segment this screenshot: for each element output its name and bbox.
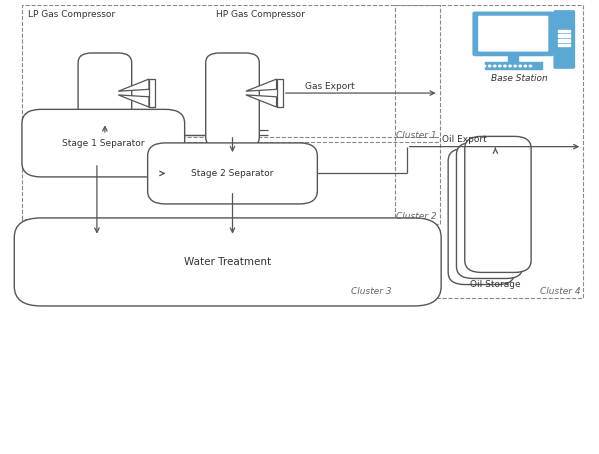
Bar: [22, 219, 395, 298]
Circle shape: [483, 65, 486, 67]
Text: Water Treatment: Water Treatment: [184, 257, 271, 267]
Polygon shape: [118, 95, 149, 107]
Text: Cluster 2: Cluster 2: [396, 212, 437, 221]
Text: LP Gas Compressor: LP Gas Compressor: [28, 10, 116, 19]
Text: Oil Storage: Oil Storage: [470, 280, 521, 289]
Circle shape: [514, 65, 516, 67]
Circle shape: [509, 65, 511, 67]
Circle shape: [494, 65, 496, 67]
Polygon shape: [246, 79, 277, 91]
Bar: [395, 5, 583, 298]
Text: Cluster 3: Cluster 3: [352, 287, 392, 296]
Text: Oil Export: Oil Export: [442, 135, 486, 144]
Bar: [558, 30, 570, 33]
Circle shape: [530, 65, 532, 67]
Bar: [558, 35, 570, 37]
FancyBboxPatch shape: [22, 109, 184, 177]
Polygon shape: [246, 95, 277, 107]
FancyBboxPatch shape: [14, 218, 441, 306]
Text: Stage 2 Separator: Stage 2 Separator: [191, 169, 274, 178]
Bar: [22, 137, 440, 223]
Text: HP Gas Compressor: HP Gas Compressor: [216, 10, 305, 19]
Circle shape: [519, 65, 521, 67]
FancyBboxPatch shape: [465, 136, 531, 272]
Bar: [508, 53, 518, 63]
FancyBboxPatch shape: [478, 16, 548, 52]
FancyBboxPatch shape: [473, 11, 554, 56]
Bar: [558, 39, 570, 42]
Text: Stage 1 Separator: Stage 1 Separator: [62, 138, 144, 148]
Text: Base Station: Base Station: [491, 74, 548, 84]
FancyBboxPatch shape: [553, 10, 575, 69]
FancyBboxPatch shape: [456, 143, 523, 278]
Circle shape: [524, 65, 527, 67]
Circle shape: [499, 65, 501, 67]
FancyBboxPatch shape: [78, 53, 132, 147]
Text: Gas Export: Gas Export: [305, 82, 355, 91]
FancyBboxPatch shape: [147, 143, 317, 204]
Bar: [558, 44, 570, 46]
Circle shape: [489, 65, 491, 67]
Bar: [485, 62, 542, 69]
FancyBboxPatch shape: [448, 148, 515, 285]
FancyBboxPatch shape: [205, 53, 259, 147]
Polygon shape: [118, 79, 149, 91]
Circle shape: [504, 65, 506, 67]
Text: Cluster 1: Cluster 1: [396, 131, 437, 140]
Bar: [22, 5, 440, 142]
Text: Cluster 4: Cluster 4: [540, 287, 580, 296]
